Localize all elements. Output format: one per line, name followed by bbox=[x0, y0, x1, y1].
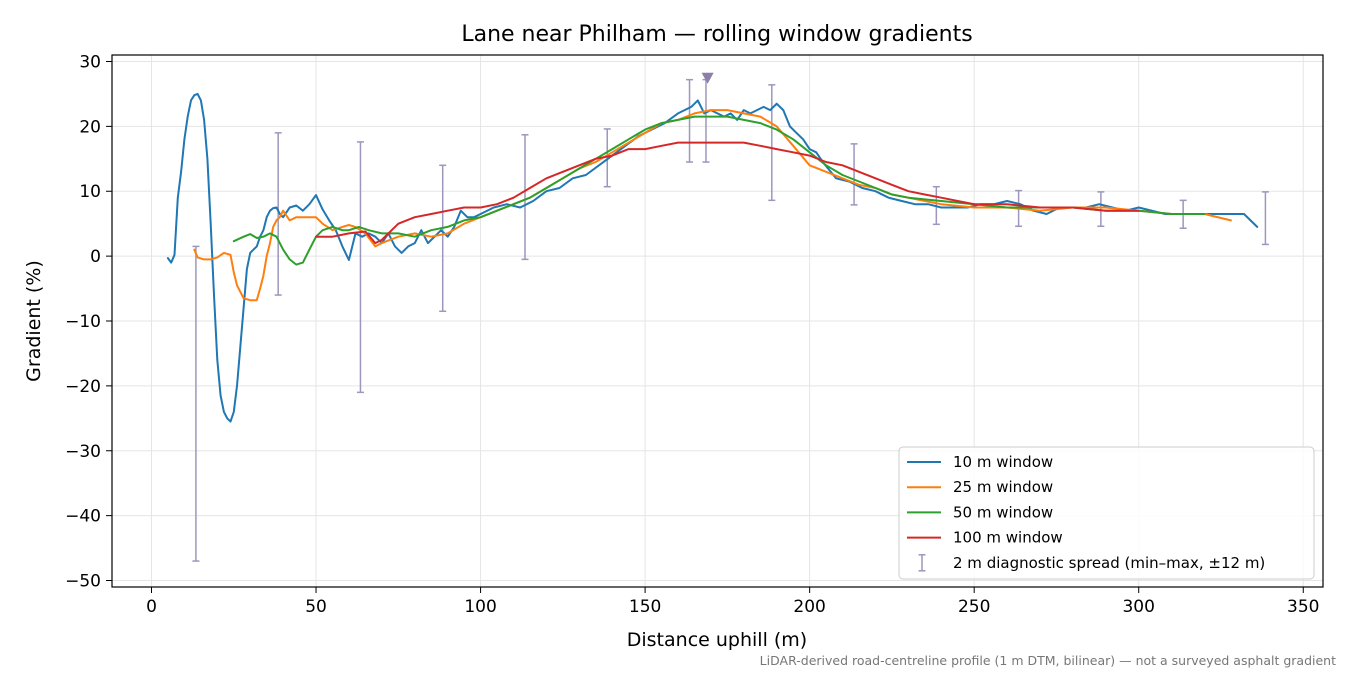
y-axis-label: Gradient (%) bbox=[23, 260, 45, 382]
errorbar bbox=[274, 132, 282, 296]
y-tick-label: −20 bbox=[65, 377, 101, 397]
x-tick-label: 50 bbox=[305, 597, 327, 617]
x-tick-label: 150 bbox=[629, 597, 661, 617]
errorbar bbox=[439, 164, 447, 313]
y-tick-label: −10 bbox=[65, 312, 101, 332]
legend: 10 m window 25 m window 50 m window 100 m w… bbox=[898, 446, 1315, 580]
errorbar bbox=[1097, 191, 1105, 228]
legend-label: 100 m window bbox=[953, 529, 1063, 547]
series-line bbox=[315, 141, 1140, 245]
x-tick-label: 0 bbox=[146, 597, 157, 617]
errorbar bbox=[850, 143, 858, 206]
y-tick-label: 20 bbox=[79, 117, 101, 137]
y-tick-label: 30 bbox=[79, 52, 101, 72]
y-axis-ticks: −50 −40 −30 −20 −10 0 10 20 30 bbox=[65, 52, 112, 592]
y-tick-label: −40 bbox=[65, 507, 101, 527]
peak-marker bbox=[701, 72, 714, 84]
legend-label: 50 m window bbox=[953, 503, 1053, 521]
x-tick-label: 100 bbox=[464, 597, 496, 617]
errorbar bbox=[686, 78, 694, 163]
legend-box bbox=[898, 446, 1315, 580]
marker-layer bbox=[701, 72, 714, 84]
y-tick-label: −30 bbox=[65, 442, 101, 462]
errorbar bbox=[356, 141, 364, 394]
errorbar bbox=[768, 84, 776, 202]
x-tick-label: 350 bbox=[1287, 597, 1319, 617]
y-tick-label: 10 bbox=[79, 182, 101, 202]
legend-label: 2 m diagnostic spread (min–max, ±12 m) bbox=[953, 554, 1265, 572]
errorbar bbox=[192, 245, 200, 562]
x-axis-ticks: 0 50 100 150 200 250 300 350 bbox=[146, 587, 1319, 617]
y-tick-label: −50 bbox=[65, 572, 101, 592]
legend-label: 10 m window bbox=[953, 453, 1053, 471]
series-line bbox=[166, 92, 1259, 423]
caption: LiDAR-derived road-centreline profile (1… bbox=[760, 653, 1336, 668]
x-tick-label: 300 bbox=[1122, 597, 1154, 617]
x-axis-label: Distance uphill (m) bbox=[627, 629, 807, 651]
x-tick-label: 250 bbox=[958, 597, 990, 617]
series-lines bbox=[166, 92, 1259, 423]
x-tick-label: 200 bbox=[793, 597, 825, 617]
y-tick-label: 0 bbox=[90, 247, 101, 267]
errorbar bbox=[1261, 191, 1269, 246]
errorbar bbox=[603, 128, 611, 188]
chart-title: Lane near Philham — rolling window gradi… bbox=[461, 22, 972, 47]
legend-label: 25 m window bbox=[953, 478, 1053, 496]
errorbar bbox=[521, 134, 529, 261]
series-line bbox=[232, 115, 1206, 266]
